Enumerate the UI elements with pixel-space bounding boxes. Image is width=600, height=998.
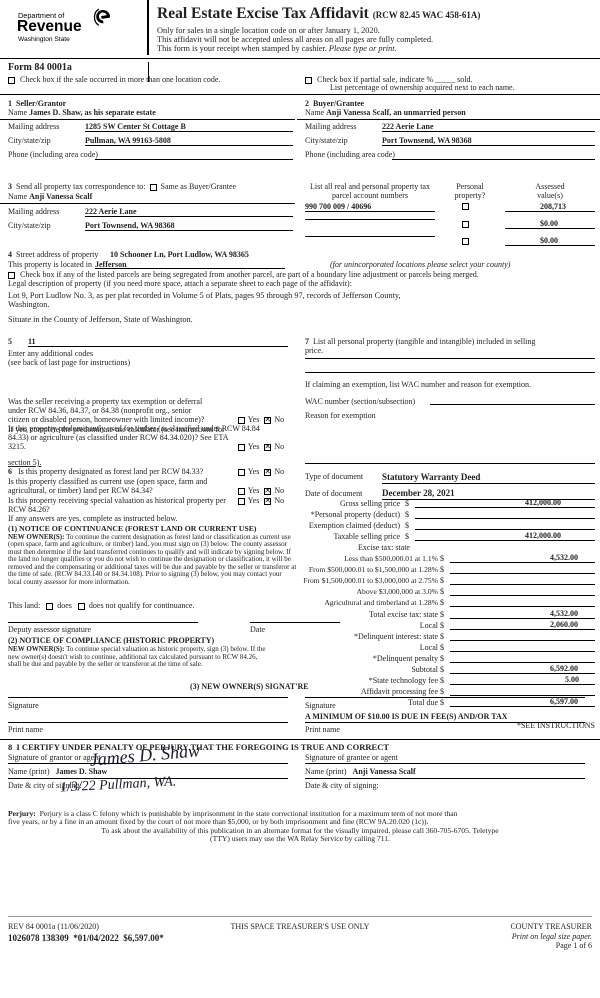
svg-text:Washington State: Washington State [18,36,70,43]
svg-text:1/3/22 Pullman, WA.: 1/3/22 Pullman, WA. [60,775,177,796]
svg-text:Revenue: Revenue [18,18,82,35]
